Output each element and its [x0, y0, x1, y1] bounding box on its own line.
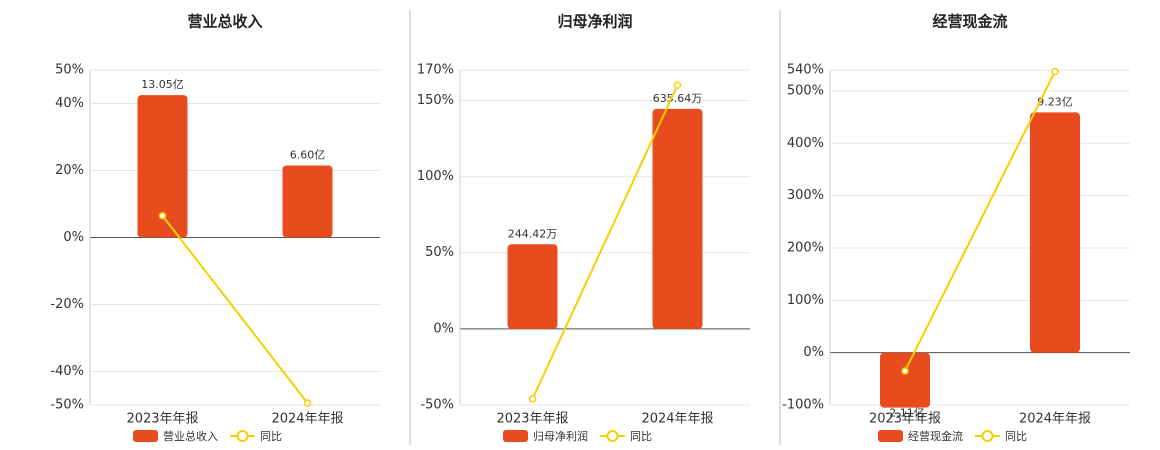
x-tick-label: 2023年年报 [496, 412, 568, 427]
value-label: 13.05亿 [141, 78, 184, 91]
chart-title: 归母净利润 [557, 13, 632, 31]
bar [507, 244, 558, 329]
y-tick-label: -100% [782, 398, 824, 413]
line-point [901, 367, 909, 375]
line-point [1051, 67, 1059, 76]
line [161, 215, 309, 404]
y-tick-label: 500% [787, 83, 824, 98]
y-tick-label: 540% [787, 63, 824, 78]
y-tick-label: 0% [433, 321, 454, 336]
legend-label: 同比 [260, 430, 282, 443]
bar [1030, 112, 1080, 353]
bar [137, 95, 188, 238]
chart-title: 经营现金流 [932, 13, 1007, 31]
y-tick-label: 200% [787, 240, 824, 255]
x-tick-label: 2024年年报 [641, 412, 713, 427]
value-label: -2.11亿 [885, 407, 924, 420]
y-tick-label: 0% [803, 345, 824, 360]
y-tick-label: 170% [417, 63, 454, 78]
legend-marker [606, 430, 619, 442]
legend-label: 同比 [1005, 430, 1027, 443]
y-tick-label: 150% [417, 93, 454, 108]
y-tick-label: 40% [55, 96, 84, 111]
legend-label: 经营现金流 [908, 429, 963, 443]
bar [880, 352, 930, 408]
y-tick-label: 50% [425, 245, 454, 260]
line [904, 71, 1056, 372]
value-label: 6.60亿 [290, 148, 326, 161]
value-label: 9.23亿 [1037, 95, 1073, 108]
bar [282, 165, 333, 238]
x-tick-label: 2024年年报 [1019, 412, 1091, 427]
legend-swatch [503, 430, 528, 442]
y-tick-label: -20% [50, 297, 84, 312]
x-tick-label: 2024年年报 [271, 412, 343, 427]
y-tick-label: -50% [50, 398, 84, 413]
line [531, 84, 679, 400]
legend-label: 同比 [630, 430, 652, 443]
line-point [528, 395, 537, 403]
line-point [673, 81, 682, 89]
y-tick-label: -40% [50, 364, 84, 379]
x-tick-label: 2023年年报 [869, 412, 941, 427]
legend-marker [981, 430, 994, 442]
bar [652, 108, 703, 329]
value-label: 635.64万 [653, 92, 703, 105]
y-tick-label: 300% [787, 188, 824, 203]
y-tick-label: 100% [787, 293, 824, 308]
line-point [303, 399, 312, 407]
legend-swatch [133, 430, 158, 442]
x-tick-label: 2023年年报 [126, 412, 198, 427]
y-tick-label: -50% [420, 398, 454, 413]
y-tick-label: 20% [55, 163, 84, 178]
y-tick-label: 400% [787, 136, 824, 151]
y-tick-label: 100% [417, 169, 454, 184]
chart-title: 营业总收入 [187, 13, 262, 31]
legend-label: 营业总收入 [163, 429, 218, 443]
line-point [158, 211, 167, 220]
legend-label: 归母净利润 [533, 429, 588, 443]
legend-marker [236, 430, 249, 442]
legend-swatch [878, 430, 903, 442]
value-label: 244.42万 [508, 227, 558, 240]
y-tick-label: 0% [63, 230, 84, 245]
y-tick-label: 50% [55, 63, 84, 78]
